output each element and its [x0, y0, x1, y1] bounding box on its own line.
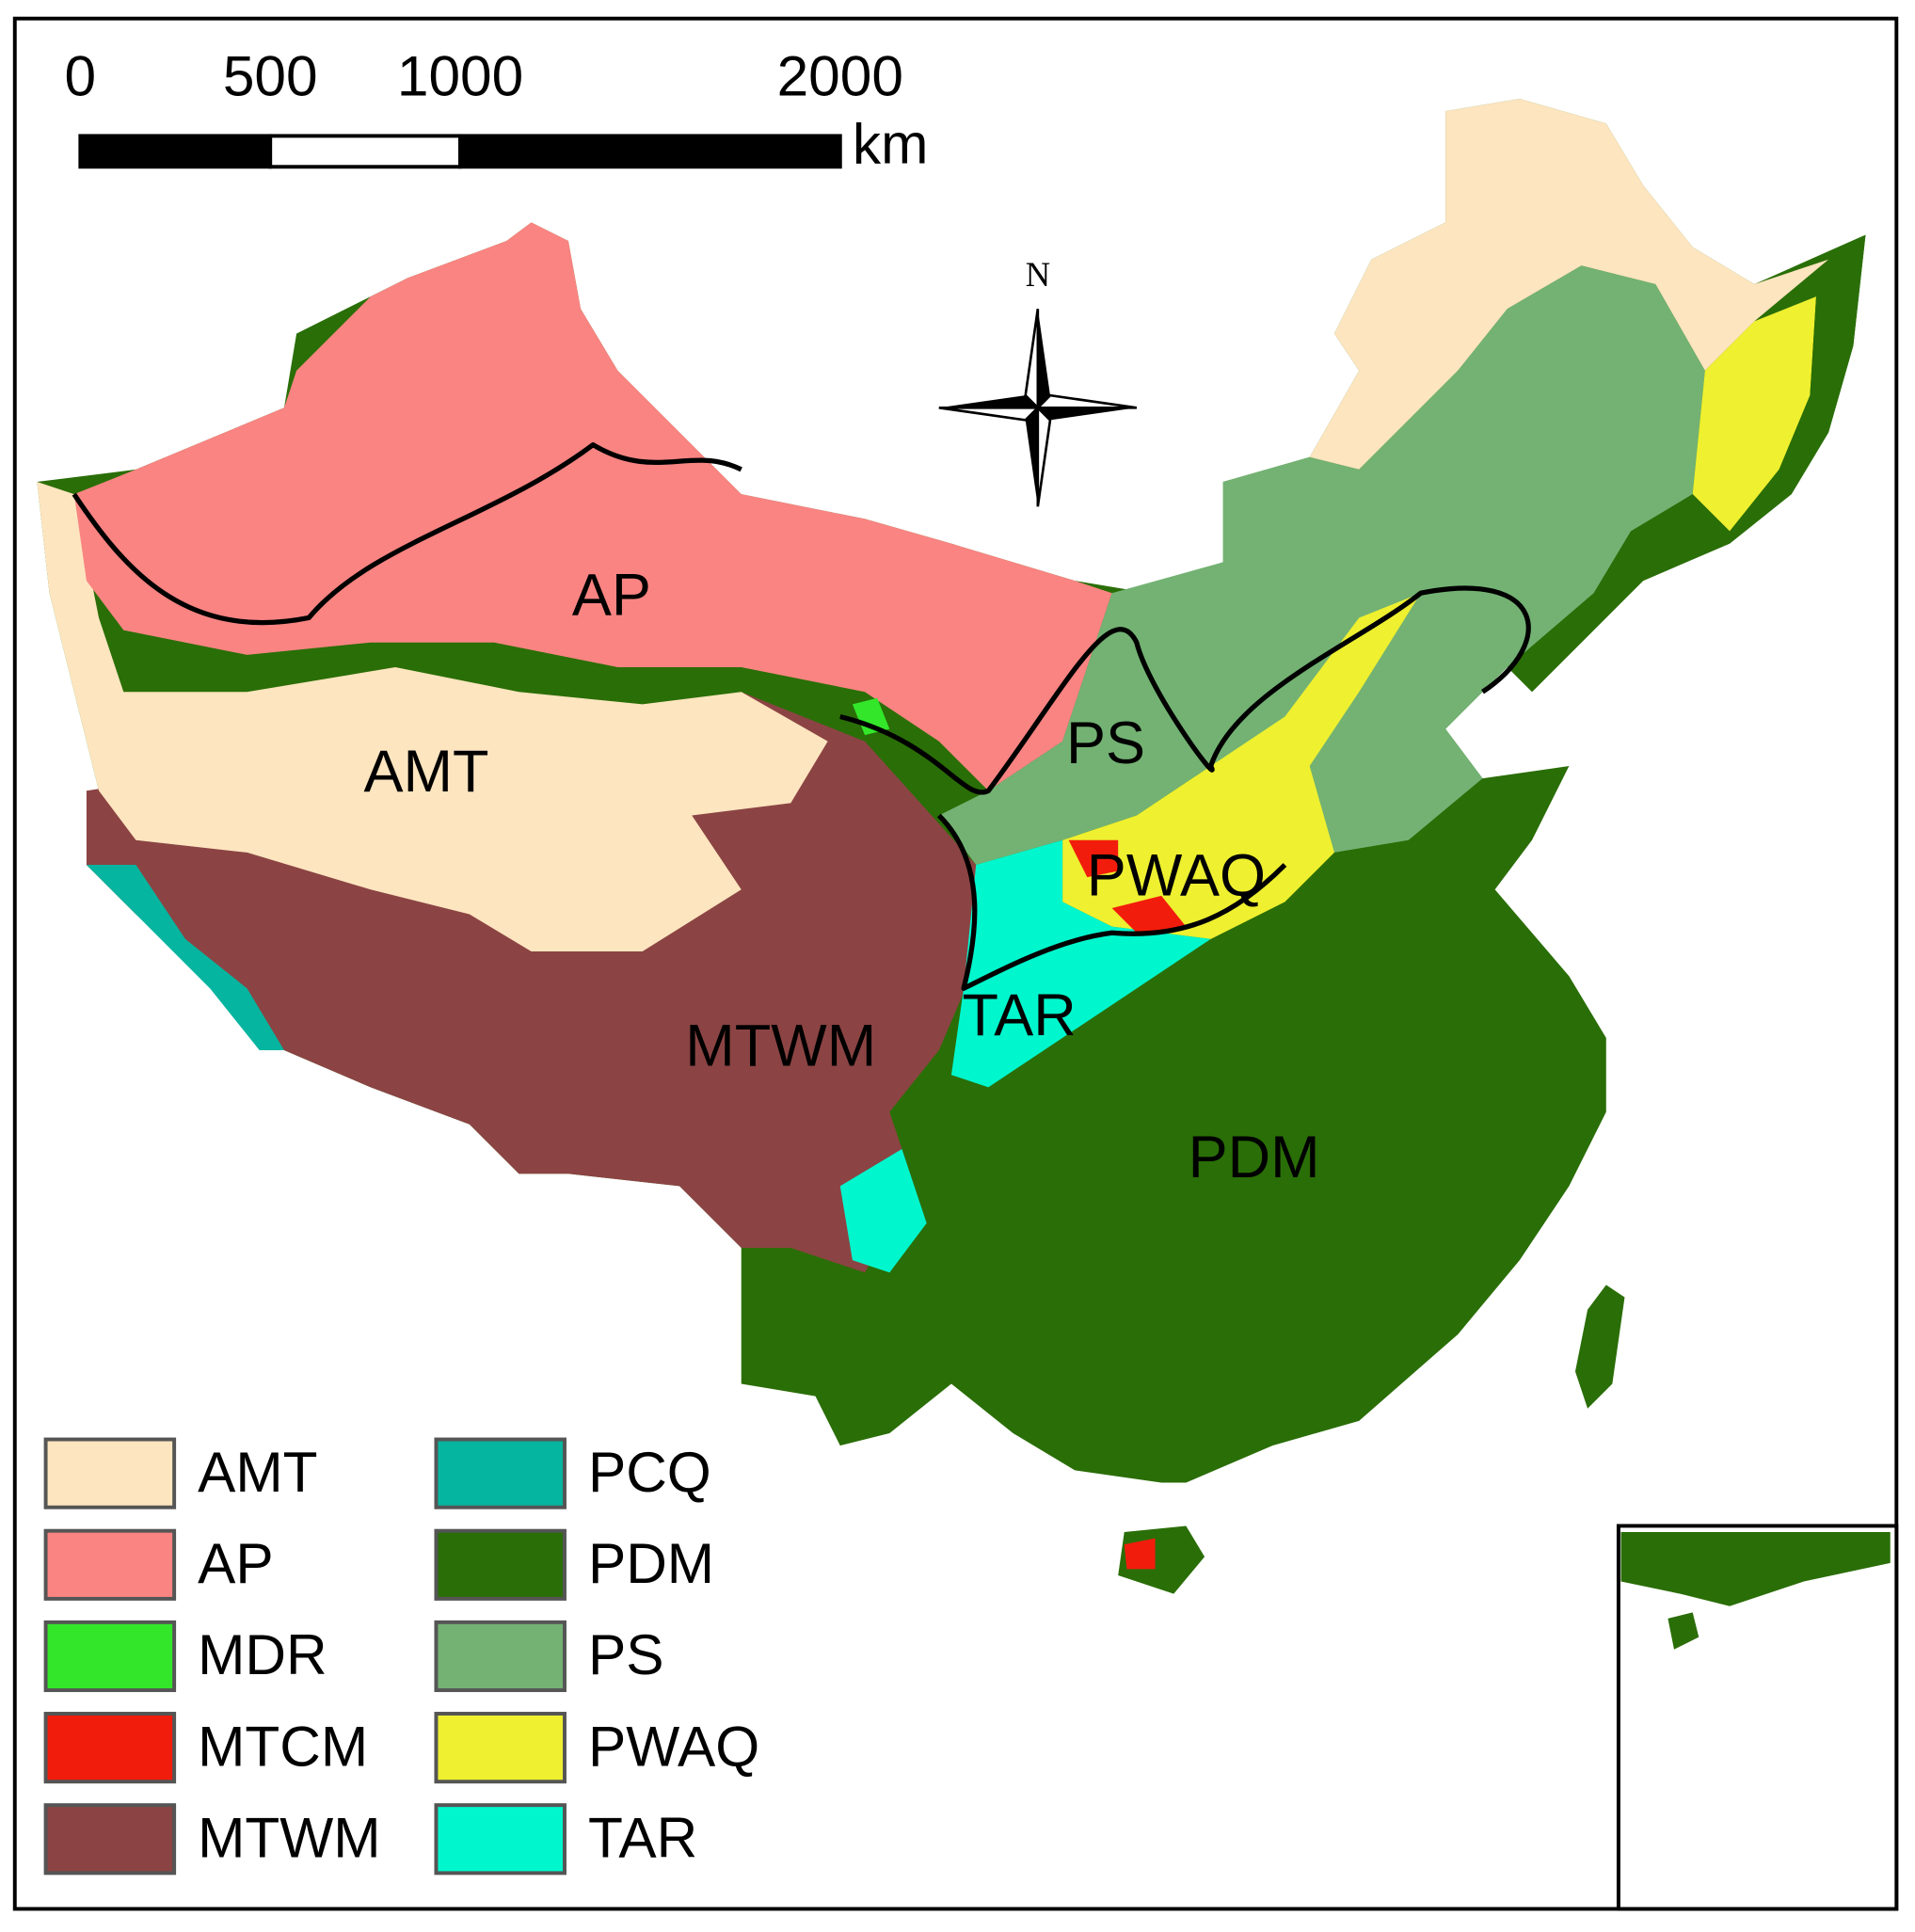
legend-swatch — [434, 1620, 567, 1693]
region-pdm-ne — [1532, 234, 1866, 693]
region-tar-sw — [839, 1149, 927, 1273]
region-label: MTWM — [685, 1014, 876, 1079]
scale-unit: km — [853, 112, 928, 176]
region-mdr — [852, 697, 890, 736]
island-hainan-mtcm — [1124, 1538, 1156, 1570]
legend-swatch — [43, 1620, 177, 1693]
legend-label: MDR — [198, 1622, 327, 1686]
legend-label: AP — [198, 1531, 274, 1595]
legend-swatch — [43, 1803, 177, 1876]
legend-swatch — [434, 1528, 567, 1601]
inset-hainan — [1668, 1612, 1700, 1650]
legend-swatch — [434, 1803, 567, 1876]
island-taiwan — [1574, 1285, 1625, 1409]
legend-label: PWAQ — [588, 1714, 759, 1778]
region-label: AP — [572, 562, 651, 628]
region-ps — [938, 265, 1705, 866]
scale-segment — [268, 134, 463, 169]
region-label: AMT — [363, 739, 488, 805]
inset-coast — [1620, 1532, 1891, 1606]
region-ap — [73, 222, 1112, 791]
region-pcq — [86, 865, 284, 1050]
legend-swatch — [43, 1437, 177, 1509]
legend: AMT AP MDR MTCM MTWM PCQ PDM PS PWAQ TAR — [43, 1437, 759, 1876]
map-regions — [37, 99, 1866, 1594]
region-amt-ne — [1309, 99, 1829, 470]
legend-swatch — [434, 1712, 567, 1784]
region-mtcm — [1068, 839, 1119, 878]
scale-tick-label: 500 — [223, 43, 318, 107]
legend-swatch — [434, 1437, 567, 1509]
scale-tick-label: 2000 — [777, 43, 903, 107]
legend-swatch — [43, 1712, 177, 1784]
region-label: TAR — [962, 982, 1076, 1048]
region-pwaq-ne — [1692, 296, 1816, 532]
legend-label: PS — [588, 1622, 664, 1686]
north-label: N — [1026, 255, 1051, 294]
scale-bar: 0 500 1000 2000 — [65, 43, 903, 169]
legend-label: TAR — [588, 1805, 697, 1869]
region-label: PDM — [1189, 1125, 1320, 1190]
scale-segment — [458, 134, 842, 169]
region-mtcm-2 — [1111, 895, 1187, 934]
region-tar — [950, 839, 1211, 1088]
legend-label: AMT — [198, 1440, 317, 1504]
north-arrow: N — [938, 255, 1138, 507]
scale-segment — [78, 134, 273, 169]
scale-tick-label: 0 — [65, 43, 97, 107]
legend-label: MTWM — [198, 1805, 380, 1869]
region-pwaq — [1062, 593, 1421, 939]
legend-label: PCQ — [588, 1440, 711, 1504]
scale-tick-label: 1000 — [397, 43, 523, 107]
region-label: PS — [1066, 711, 1145, 776]
region-label: PWAQ — [1087, 842, 1266, 908]
zone-boundary — [72, 442, 1531, 991]
legend-swatch — [43, 1528, 177, 1601]
legend-label: PDM — [588, 1531, 714, 1595]
region-amt — [37, 482, 828, 951]
legend-label: MTCM — [198, 1714, 368, 1778]
